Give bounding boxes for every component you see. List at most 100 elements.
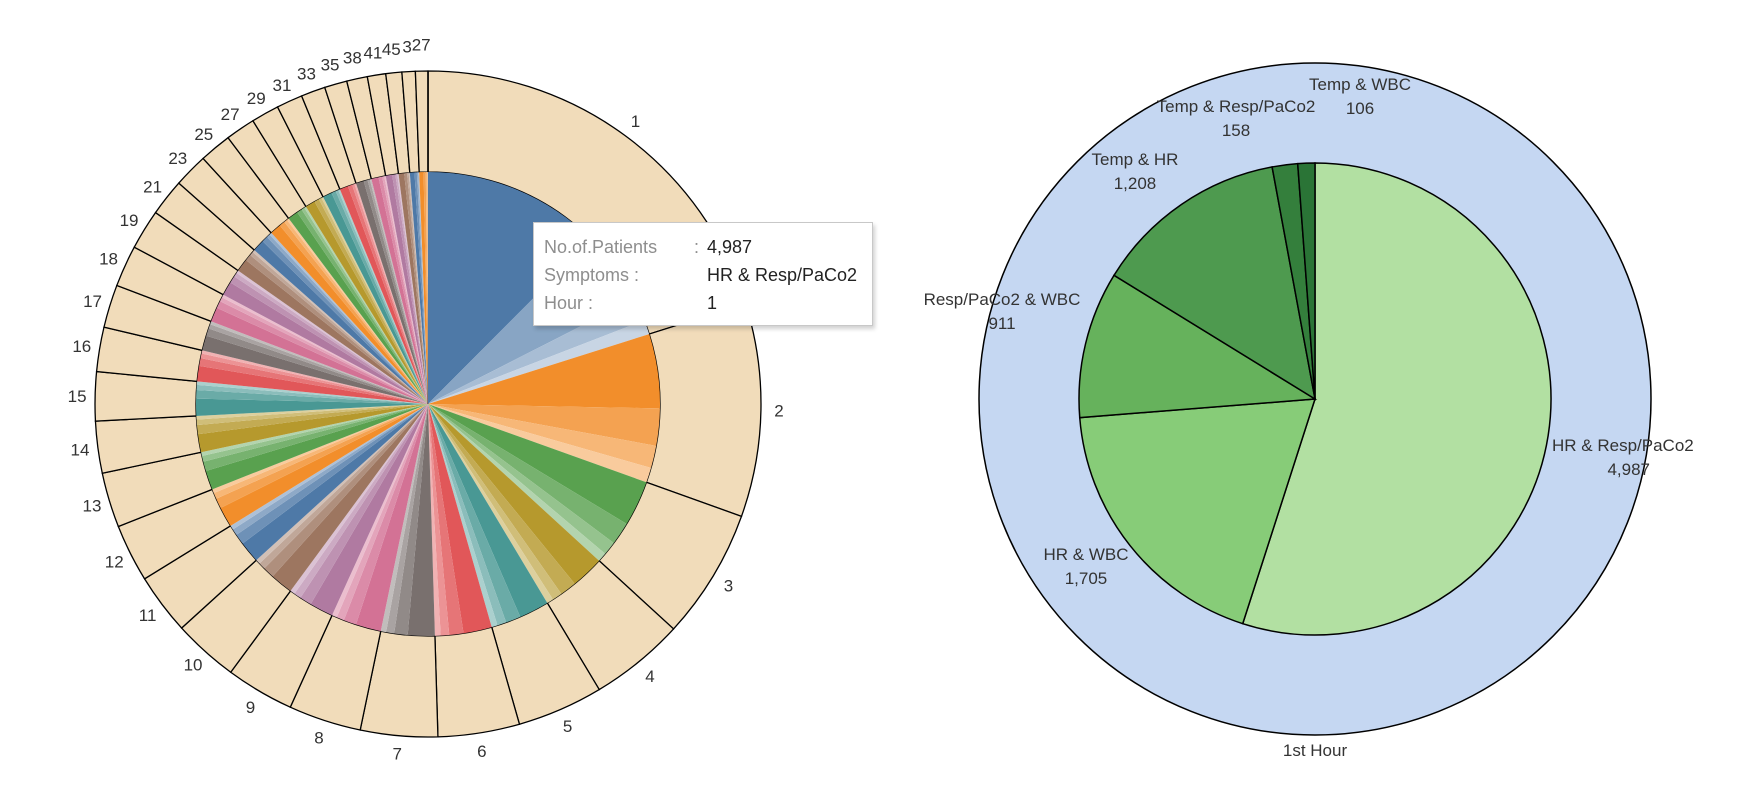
symptom-slice[interactable] bbox=[336, 404, 428, 621]
symptom-slice[interactable] bbox=[304, 206, 428, 404]
symptom-slice[interactable] bbox=[262, 237, 428, 404]
symptom-slice[interactable] bbox=[423, 172, 428, 404]
symptom-slice[interactable] bbox=[238, 260, 428, 404]
symptom-slice[interactable] bbox=[211, 307, 428, 404]
symptom-slice[interactable] bbox=[414, 172, 428, 404]
symptom-slice[interactable] bbox=[221, 294, 428, 404]
symptom-slice[interactable] bbox=[203, 404, 428, 472]
symptom-slice[interactable] bbox=[369, 179, 428, 404]
symptom-slice[interactable] bbox=[428, 404, 562, 600]
symptom-slice[interactable] bbox=[290, 404, 428, 594]
symptom-slice[interactable] bbox=[385, 174, 428, 404]
hour-wedge[interactable] bbox=[645, 302, 762, 518]
symptom-slice[interactable] bbox=[310, 404, 428, 616]
symptom-slice[interactable] bbox=[428, 404, 521, 623]
symptom-slice[interactable] bbox=[428, 404, 498, 628]
symptom-slice[interactable] bbox=[395, 174, 428, 404]
symptom-slice[interactable] bbox=[205, 404, 428, 490]
symptom-slice[interactable] bbox=[428, 404, 464, 636]
symptom-slice[interactable] bbox=[242, 404, 428, 561]
symptom-slice[interactable] bbox=[428, 404, 614, 554]
symptom-slice[interactable] bbox=[216, 404, 428, 508]
symptom-slice[interactable] bbox=[208, 324, 428, 404]
symptom-slice[interactable] bbox=[427, 172, 428, 404]
symptom-slice[interactable] bbox=[355, 404, 428, 632]
symptom-slice[interactable] bbox=[428, 404, 647, 524]
symptom-slice[interactable] bbox=[394, 404, 428, 636]
symptom-slice[interactable] bbox=[250, 252, 428, 404]
symptom-slice[interactable] bbox=[428, 404, 548, 617]
symptom-slice[interactable] bbox=[335, 190, 428, 404]
symptom-slice[interactable] bbox=[367, 179, 428, 404]
symptom-slice[interactable] bbox=[196, 381, 428, 404]
symptom-slice[interactable] bbox=[428, 404, 450, 636]
first-hour-slice[interactable] bbox=[1296, 162, 1316, 400]
symptom-slice[interactable] bbox=[216, 301, 428, 404]
symptom-slice[interactable] bbox=[428, 404, 492, 634]
symptom-slice[interactable] bbox=[206, 328, 428, 404]
symptom-slice[interactable] bbox=[321, 197, 428, 404]
symptom-slice[interactable] bbox=[201, 350, 428, 404]
symptom-slice[interactable] bbox=[288, 212, 428, 404]
symptom-slice[interactable] bbox=[264, 404, 428, 577]
symptom-slice[interactable] bbox=[418, 172, 428, 404]
symptom-slice[interactable] bbox=[351, 183, 428, 404]
symptom-slice[interactable] bbox=[230, 404, 428, 530]
symptom-slice[interactable] bbox=[428, 404, 554, 603]
symptom-slice[interactable] bbox=[363, 180, 428, 404]
symptom-slice[interactable] bbox=[266, 234, 428, 404]
symptom-slice[interactable] bbox=[406, 172, 428, 404]
symptom-slice[interactable] bbox=[196, 404, 428, 426]
symptom-slice[interactable] bbox=[378, 176, 428, 404]
symptom-slice[interactable] bbox=[404, 172, 428, 404]
symptom-slice[interactable] bbox=[343, 404, 428, 625]
symptom-slice[interactable] bbox=[252, 250, 428, 404]
symptom-slice[interactable] bbox=[297, 209, 428, 404]
symptom-slice[interactable] bbox=[408, 172, 428, 404]
symptom-slice[interactable] bbox=[382, 176, 428, 404]
symptom-slice[interactable] bbox=[232, 404, 428, 535]
symptom-slice[interactable] bbox=[371, 177, 428, 404]
symptom-slice[interactable] bbox=[425, 172, 428, 404]
symptom-slice[interactable] bbox=[230, 276, 428, 404]
symptom-slice[interactable] bbox=[213, 404, 428, 499]
symptom-slice[interactable] bbox=[236, 404, 428, 544]
symptom-slice[interactable] bbox=[331, 191, 428, 404]
symptom-slice[interactable] bbox=[201, 404, 428, 457]
first-hour-slice[interactable] bbox=[1078, 274, 1318, 419]
symptom-slice[interactable] bbox=[392, 174, 428, 404]
first-hour-slice[interactable] bbox=[1241, 162, 1552, 636]
symptom-slice[interactable] bbox=[279, 221, 428, 404]
symptom-slice[interactable] bbox=[416, 172, 428, 404]
symptom-slice[interactable] bbox=[294, 404, 428, 598]
symptom-slice[interactable] bbox=[407, 404, 435, 636]
symptom-slice[interactable] bbox=[256, 404, 428, 564]
symptom-slice[interactable] bbox=[212, 404, 428, 494]
symptom-slice[interactable] bbox=[428, 334, 660, 409]
symptom-slice[interactable] bbox=[428, 404, 507, 626]
symptom-slice[interactable] bbox=[234, 272, 428, 404]
first-hour-slice[interactable] bbox=[1112, 166, 1317, 401]
symptom-slice[interactable] bbox=[196, 404, 428, 420]
symptom-slice[interactable] bbox=[428, 404, 575, 594]
symptom-slice[interactable] bbox=[428, 404, 660, 446]
symptom-slice[interactable] bbox=[223, 282, 428, 404]
symptom-slice[interactable] bbox=[220, 404, 428, 526]
symptom-slice[interactable] bbox=[428, 404, 606, 561]
symptom-slice[interactable] bbox=[201, 404, 428, 462]
symptom-slice[interactable] bbox=[219, 297, 428, 404]
symptom-slice[interactable] bbox=[428, 404, 627, 543]
symptom-slice[interactable] bbox=[286, 218, 428, 404]
symptom-slice[interactable] bbox=[332, 404, 428, 618]
symptom-slice[interactable] bbox=[196, 384, 428, 404]
symptom-slice[interactable] bbox=[354, 183, 428, 404]
symptom-slice[interactable] bbox=[419, 172, 428, 404]
symptom-slice[interactable] bbox=[196, 404, 428, 435]
symptom-slice[interactable] bbox=[272, 404, 428, 591]
symptom-slice[interactable] bbox=[259, 404, 428, 569]
symptom-slice[interactable] bbox=[428, 404, 652, 483]
symptom-slice[interactable] bbox=[284, 219, 428, 404]
symptom-slice[interactable] bbox=[314, 199, 428, 404]
symptom-slice[interactable] bbox=[380, 404, 428, 633]
symptom-slice[interactable] bbox=[428, 320, 650, 404]
